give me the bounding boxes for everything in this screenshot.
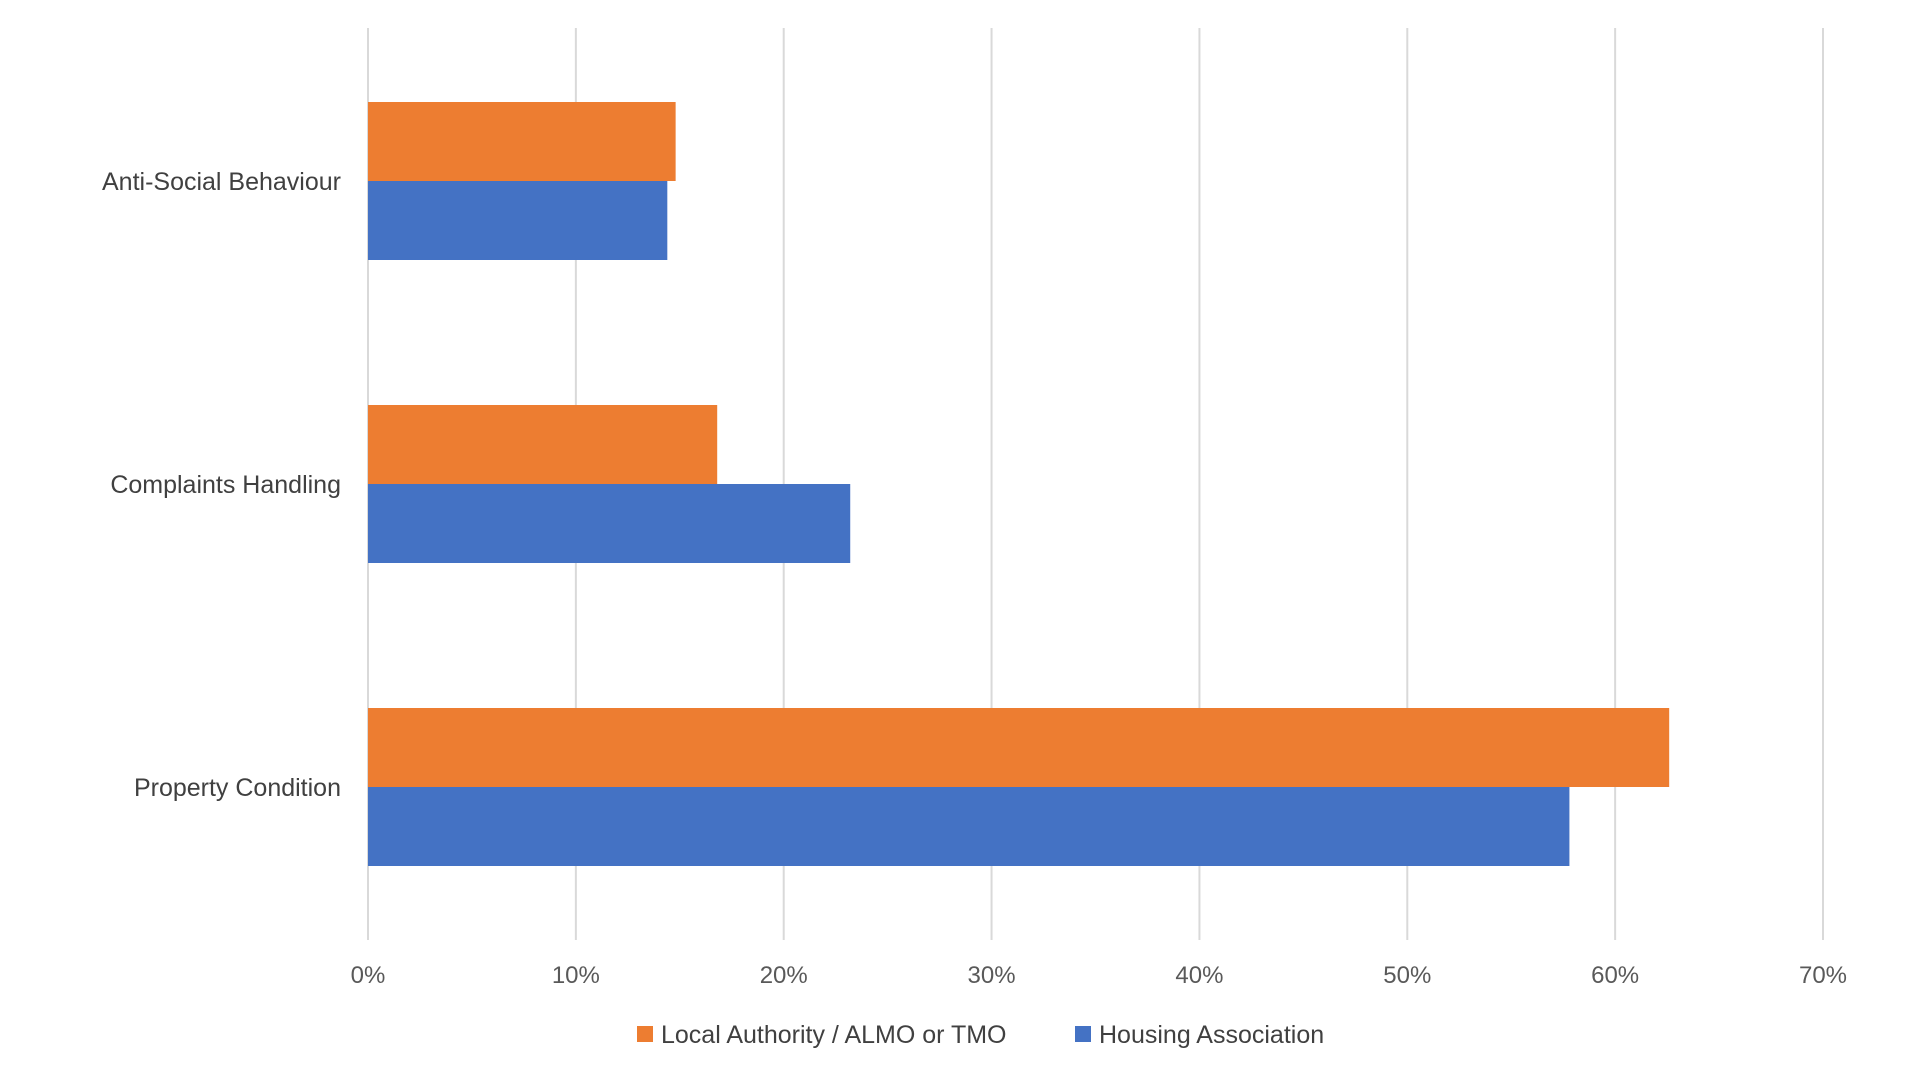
x-axis-tick-labels: 0% 10% 20% 30% 40% 50% 60% 70% <box>351 962 1847 989</box>
legend: Local Authority / ALMO or TMO Housing Ass… <box>637 1021 1324 1049</box>
x-tick-label-3: 30% <box>968 962 1016 989</box>
x-tick-label-2: 20% <box>760 962 808 989</box>
category-label-1: Complaints Handling <box>110 471 341 499</box>
x-tick-label-7: 70% <box>1799 962 1847 989</box>
x-tick-label-1: 10% <box>552 962 600 989</box>
legend-swatch-housing-association <box>1075 1026 1091 1042</box>
category-labels: Anti-Social Behaviour Complaints Handling… <box>102 168 341 802</box>
bar-housing-association-1 <box>368 484 851 563</box>
bar-local-authority-0 <box>368 102 676 181</box>
bar-housing-association-0 <box>368 181 668 260</box>
bar-local-authority-1 <box>368 405 718 484</box>
category-label-2: Property Condition <box>134 774 341 802</box>
x-tick-label-5: 50% <box>1383 962 1431 989</box>
bar-housing-association-2 <box>368 787 1570 866</box>
x-tick-label-4: 40% <box>1175 962 1223 989</box>
x-tick-label-6: 60% <box>1591 962 1639 989</box>
bar-local-authority-2 <box>368 708 1670 787</box>
legend-swatch-local-authority <box>637 1026 653 1042</box>
legend-label-local-authority: Local Authority / ALMO or TMO <box>661 1021 1007 1049</box>
x-tick-label-0: 0% <box>351 962 386 989</box>
category-label-0: Anti-Social Behaviour <box>102 168 341 196</box>
bars <box>368 102 1670 866</box>
legend-label-housing-association: Housing Association <box>1099 1021 1324 1049</box>
